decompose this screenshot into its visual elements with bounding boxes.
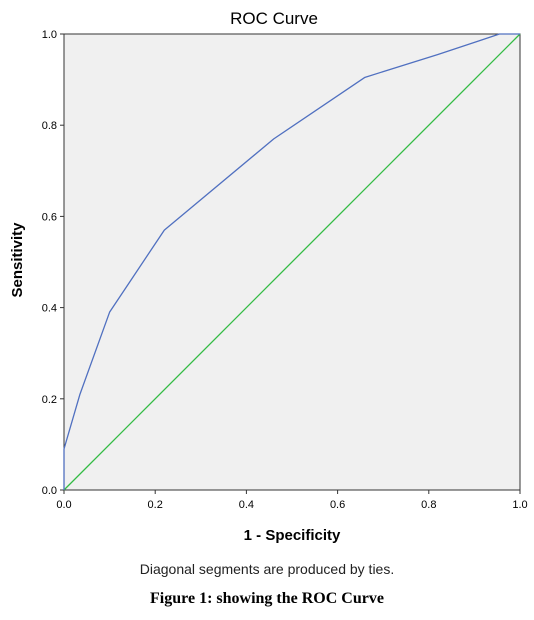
y-tick-label: 0.8 [42,120,57,132]
figure-caption: Figure 1: showing the ROC Curve [150,590,384,607]
x-axis-label: 1 - Specificity [244,527,341,544]
y-tick-label: 0.4 [42,303,57,315]
x-tick-label: 0.8 [421,499,436,511]
y-tick-label: 0.2 [42,394,57,406]
y-tick-label: 0.6 [42,211,57,223]
x-tick-label: 0.4 [239,499,254,511]
x-tick-label: 1.0 [512,499,527,511]
x-tick-label: 0.6 [330,499,345,511]
chart-title: ROC Curve [230,9,318,28]
roc-curve-line [63,33,520,490]
y-tick-label: 1.0 [42,29,57,41]
y-axis-label: Sensitivity [9,222,26,298]
axis-ticks: 0.0 0.2 0.4 0.6 0.8 1.0 0.0 0.2 0.4 0.6 0.8 1.0 [42,29,528,511]
chart-footnote: Diagonal segments are produced by ties. [139,561,395,577]
roc-chart: ROC Curve 0.0 0.2 0.4 0.6 0.8 1.0 0.0 0.2 0.4 0.6… [9,9,528,544]
series-layer [63,33,521,491]
reference-diagonal-line [63,33,521,491]
x-tick-label: 0.2 [148,499,163,511]
x-tick-label: 0.0 [56,499,71,511]
y-tick-label: 0.0 [42,485,57,497]
